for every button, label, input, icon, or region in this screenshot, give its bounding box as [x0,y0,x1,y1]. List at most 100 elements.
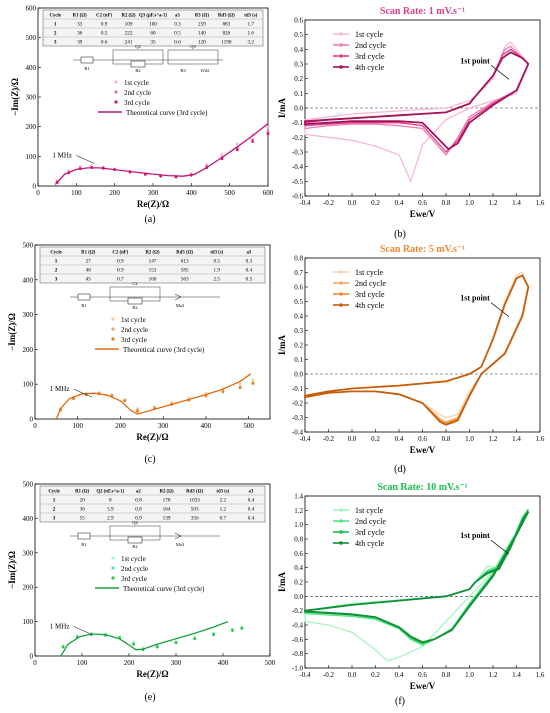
x-tick-label: 0.4 [395,435,404,443]
circuit-element-ma3 [174,293,182,301]
table-header: Q2 (nF.s^a-1) [96,490,124,495]
data-point [212,633,216,637]
table-cell: 109 [125,22,133,28]
y-tick-label: 0 [30,416,34,424]
legend-label: 3rd cycle [121,575,147,583]
x-tick-label: 0.8 [442,671,451,679]
legend-marker [111,576,115,580]
circuit-resistor-r2 [130,60,146,68]
legend-label: 2nd cycle [124,89,151,97]
annotation-arrow [76,155,95,164]
table-cell: 0.4 [246,268,253,274]
y-tick-label: 0.5 [294,31,303,39]
table-cell: 0.4 [248,516,255,522]
table-header: td3 (s) [244,14,257,19]
y-axis-label: I/mA [277,572,287,593]
table-cell: 0.6 [174,40,181,46]
y-tick-label: 0.8 [294,255,303,263]
panel-e: 0 100 200 300 400 500 0 100 200 300 400 500 Re(Z)/Ω −… [7,481,276,704]
table-cell: 563 [181,277,189,283]
panel-label: (b) [394,229,406,240]
theoretical-curve [54,123,269,185]
circuit-label: Q2 [132,520,138,525]
x-axis-label: Ewe/V [410,209,436,219]
chart-title: Scan Rate: 5 mV.s⁻¹ [380,244,465,255]
y-tick-label: -0.5 [292,178,304,186]
y-tick-label: -0.1 [292,385,304,393]
legend-label: 1st cycle [124,79,149,87]
y-tick-label: 0.4 [294,564,303,572]
table-cell: 0.5 [174,31,181,37]
data-point [235,142,239,146]
legend-label: 3rd cycle [121,336,147,344]
data-point [61,645,65,649]
circuit-label: Q2 [135,44,141,49]
data-point [251,378,255,382]
y-tick-label: 0.0 [294,593,303,601]
x-tick-label: -0.4 [299,435,311,443]
table-cell: 0.5 [101,31,108,37]
table-cell: 3.2 [248,40,255,46]
table-cell: 0.8 [135,507,142,513]
annotation-arrow [73,388,92,398]
y-tick-label: 0.6 [294,17,303,25]
table-cell: 2 [53,507,56,513]
table-cell: 164 [163,507,171,513]
table-cell: 585 [181,268,189,274]
legend-marker [111,317,115,321]
table-cell: 3 [55,277,58,283]
panel-label: (c) [144,454,155,465]
y-tick-label: 300 [26,94,37,102]
data-point [193,637,197,641]
table-cell: 0.6 [101,40,108,46]
table-cell: 0.9 [101,22,108,28]
table-cell: 2.9 [107,516,114,522]
legend-marker [339,508,343,512]
legend-marker [339,281,343,285]
y-tick-label: 0.5 [294,298,303,306]
y-axis-label: −Im(Z)/Ω [7,551,17,589]
y-tick-label: 300 [23,549,34,557]
legend-marker [339,270,343,274]
y-tick-label: 0.0 [294,371,303,379]
legend-label: 1st cycle [121,555,146,563]
y-tick-label: 0.3 [294,61,303,69]
table-cell: 1.6 [248,31,255,37]
legend-label: 3rd cycle [355,290,385,299]
x-tick-label: 0.4 [395,199,404,207]
data-point [221,390,225,394]
annotation-1mhz: 1 MHz [50,385,70,393]
table-cell: 0.4 [248,507,255,513]
x-tick-label: 500 [224,189,235,197]
y-tick-label: -0.3 [292,414,304,422]
legend-label: 3rd cycle [355,528,385,537]
y-tick-label: -0.2 [292,400,304,408]
x-tick-label: 0.4 [395,671,404,679]
annotation-arrow [490,64,510,80]
legend-label: Theoretical curve (3rd cycle) [126,109,208,117]
table-cell: 1190 [221,40,232,46]
x-tick-label: 1.6 [536,435,545,443]
circuit-label: R2 [132,544,137,549]
x-tick-label: 1.0 [465,671,474,679]
legend-label: 2nd cycle [121,326,148,334]
table-header: Rd3 (Ω) [186,490,203,495]
y-tick-label: 0.1 [294,356,303,364]
table-cell: 222 [125,31,133,37]
table-cell: 35 [150,40,156,46]
legend-marker [339,303,343,307]
y-tick-label: -0.6 [292,636,304,644]
data-point [235,148,239,152]
table-cell: 0.9 [117,268,124,274]
y-tick-label: 100 [23,618,34,626]
data-point [266,125,270,129]
legend-marker [339,43,343,47]
table-cell: 8 [109,498,112,504]
table-header: R2 (Ω) [145,251,160,256]
x-tick-label: 1.4 [512,199,521,207]
table-header: C2 (nF) [112,251,128,256]
table-header: a2 [136,490,141,495]
legend-label: 2nd cycle [355,517,386,526]
legend-marker [339,541,343,545]
x-tick-label: 0.2 [371,671,380,679]
